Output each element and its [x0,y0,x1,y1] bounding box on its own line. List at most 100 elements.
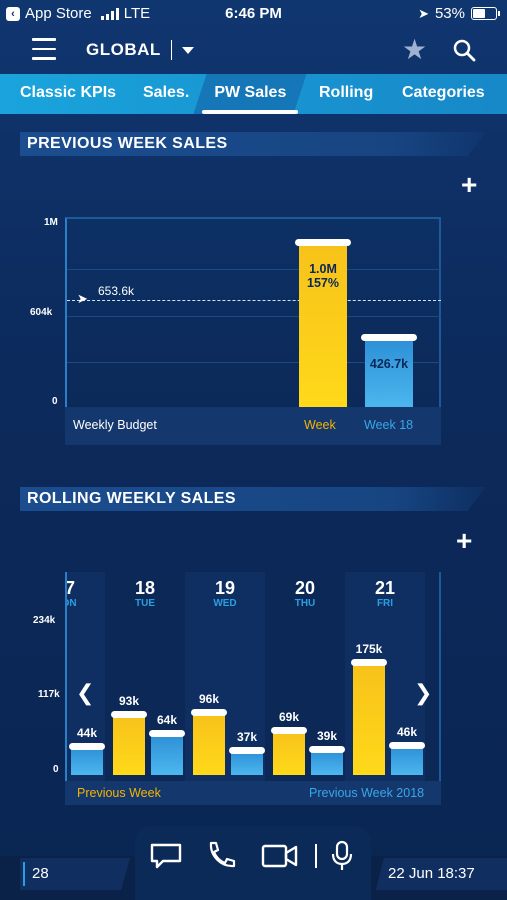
bar-previous-week-2018 [151,733,183,775]
gridline [67,362,441,364]
bar-cap [351,658,387,666]
day-name: MON [67,598,77,609]
bar-week-18 [365,338,413,409]
chat-icon[interactable] [149,842,183,870]
add-icon[interactable]: + [461,169,478,200]
signal-icon [100,7,119,20]
bar-cap [69,742,105,750]
battery-percent: 53% [434,5,465,22]
bar-cap [309,746,345,753]
bar-previous-week [113,715,145,775]
menu-icon[interactable] [32,38,56,60]
bar-percent-label: 157% [307,275,339,290]
section-title-rolling-weekly: ROLLING WEEKLY SALES [27,490,236,507]
category-label-week: Week [304,418,336,432]
gridline [67,315,441,317]
tab-classic-kpis[interactable]: Classic KPIs [20,84,117,101]
bar-cap [229,747,265,755]
bar-value-label: 39k [316,729,338,743]
video-icon[interactable] [261,843,299,869]
legend-previous-week: Previous Week [77,786,161,800]
bottom-datetime: 22 Jun 18:37 [388,865,475,882]
day-number: 17 [65,578,76,598]
region-separator [170,40,173,60]
day-name: THU [294,598,316,609]
bar-value-label: 93k [118,694,140,709]
bar-value-label: 64k [156,712,178,727]
tab-bar: Classic KPIs Sales. PW Sales Rolling Cat… [0,74,507,114]
bar-value-label: 46k [396,724,418,739]
y-tick-label: 117k [38,689,60,700]
y-tick-label: 0 [53,764,59,775]
star-icon[interactable]: ★ [402,34,428,65]
phone-icon[interactable] [205,840,237,870]
tab-sales[interactable]: Sales. [143,84,190,101]
bar-value-label: 1.0M [309,261,337,276]
app-header: GLOBAL ★ [0,28,507,74]
mic-icon[interactable] [331,840,353,872]
day-name: FRI [376,598,394,609]
bar-value-label: 96k [198,692,220,707]
region-label: GLOBAL [86,40,161,59]
region-selector[interactable]: GLOBAL [86,40,195,60]
day-number: 18 [134,578,156,598]
search-icon[interactable] [452,38,476,62]
accent-line [23,862,25,886]
bar-cap [111,711,147,719]
y-tick-label: 604k [30,307,53,318]
bar-value-label: 69k [278,709,300,724]
bar-value-label: 426.7k [369,357,409,372]
bar-previous-week [273,730,305,775]
add-icon[interactable]: + [456,525,473,556]
y-tick-label: 0 [52,396,58,407]
status-bar: ‹ App Store LTE 6:46 PM ➤ 53% [0,0,507,28]
back-to-app-icon[interactable]: ‹ [6,6,20,21]
bottom-left-value: 28 [32,865,49,882]
dock-separator [315,844,317,868]
bottom-left-panel: 28 [20,858,130,890]
location-icon: ➤ [418,5,429,21]
chart-footer: Previous Week Previous Week 2018 [65,781,441,805]
bar-previous-week-2018 [391,745,423,775]
day-name: WED [213,598,237,609]
bar-cap [191,709,227,717]
chevron-right-icon[interactable]: ❯ [414,680,433,705]
tab-pw-sales-label: PW Sales [214,84,287,101]
bar-previous-week-2018 [71,746,103,775]
carrier-label[interactable]: App Store [25,5,92,22]
day-name: TUE [135,598,155,609]
section-header-previous-week: PREVIOUS WEEK SALES [20,132,486,156]
chart-footer: Weekly Budget Week Week 18 [65,407,441,445]
bottom-right-panel: 22 Jun 18:37 [376,858,507,890]
bar-cap [389,741,425,749]
section-title-previous-week: PREVIOUS WEEK SALES [27,135,228,152]
bar-value-label: 44k [76,725,98,740]
y-tick-label: 234k [33,615,56,626]
budget-arrow-icon: ➤ [77,291,88,307]
budget-legend-label: Weekly Budget [73,418,157,432]
chevron-down-icon [182,46,195,54]
bar-previous-week-2018 [311,750,343,775]
tab-pw-sales[interactable]: PW Sales [193,74,307,114]
battery-icon [471,7,500,20]
bar-cap [271,726,307,734]
bar-value-label: 37k [236,730,258,745]
bar-cap [295,238,351,246]
bar-week [299,242,347,409]
clock: 6:46 PM [225,5,282,22]
gridline [67,269,441,271]
communication-dock [135,826,371,900]
legend-previous-week-2018: Previous Week 2018 [309,786,425,800]
tab-rolling[interactable]: Rolling [319,84,374,101]
bar-previous-week [353,662,385,775]
tab-categories[interactable]: Categories [402,84,485,101]
bar-previous-week-2018 [231,751,263,775]
network-label: LTE [123,5,151,22]
budget-value-label: 653.6k [98,284,135,299]
budget-line [67,300,441,302]
chevron-left-icon[interactable]: ❮ [76,680,95,705]
category-label-week-18: Week 18 [364,418,414,432]
day-number: 20 [294,578,316,598]
bar-previous-week [193,713,225,775]
